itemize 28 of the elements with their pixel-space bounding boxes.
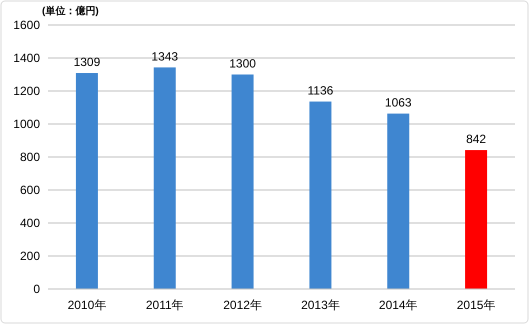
bar [76,73,98,289]
y-axis-title: (単位：億円) [42,5,99,17]
bar [387,114,410,289]
x-tick-label: 2010年 [68,298,106,312]
y-tick-label: 1200 [13,84,40,98]
y-tick-label: 800 [20,150,40,164]
y-tick-label: 400 [20,216,40,230]
x-tick-label: 2012年 [223,298,262,312]
y-tick-label: 1400 [13,51,40,65]
y-tick-label: 1000 [13,117,40,131]
x-tick-label: 2011年 [146,298,184,312]
data-label: 1063 [384,96,412,110]
data-label: 1309 [74,55,101,70]
x-tick-label: 2014年 [378,298,418,312]
x-tick-label: 2013年 [301,298,340,312]
data-label: 1343 [151,49,178,64]
bar [154,67,176,289]
data-label: 1300 [229,56,256,70]
y-tick-label: 1600 [13,18,40,32]
bar [465,150,488,289]
y-tick-label: 0 [33,282,40,296]
data-label: 1136 [308,84,334,98]
bar [232,74,254,289]
x-tick-label: 2015年 [456,298,496,312]
y-tick-label: 600 [20,183,40,197]
y-tick-label: 200 [20,249,40,263]
bar [309,102,332,289]
data-label: 842 [466,132,486,146]
